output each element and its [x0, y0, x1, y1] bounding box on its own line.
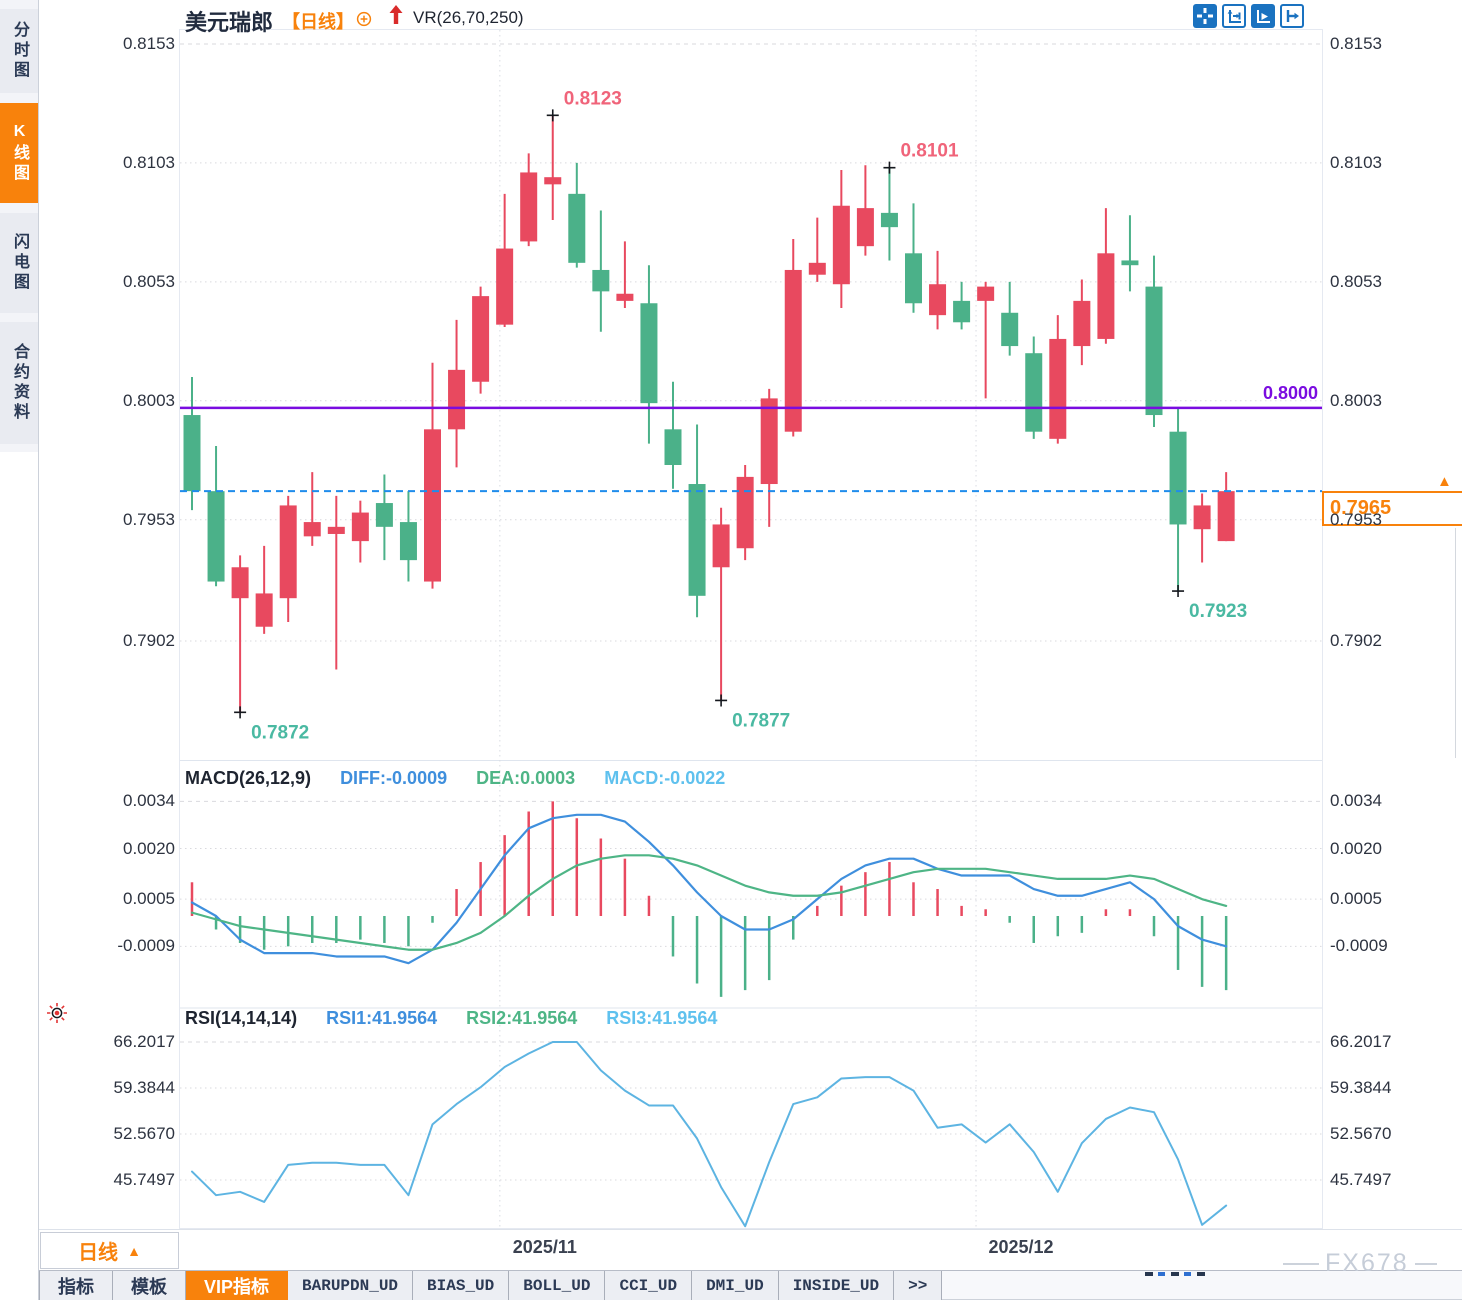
price-axis-label: 0.8153	[123, 34, 175, 53]
period-selector-label: 日线	[78, 1242, 119, 1264]
price-axis-label: 0.7953	[1330, 509, 1382, 529]
macd-legend: MACD(26,12,9) DIFF:-0.0009 DEA:0.0003 MA…	[185, 768, 749, 789]
indicator-tab-bar: 指标 模板 VIP指标 BARUPDN_UD BIAS_UD BOLL_UD CCI_UD D…	[39, 1270, 1462, 1300]
price-axis-label: 0.8053	[1330, 271, 1382, 291]
bottom-tab-DMI_UD[interactable]: DMI_UD	[692, 1271, 779, 1300]
watermark-text: FX678	[1325, 1249, 1409, 1277]
symbol-title: 美元瑞郎	[185, 10, 274, 35]
rsi-axis-label: 52.5670	[113, 1124, 175, 1143]
sidebar-tab-kline-chart[interactable]: K线图	[0, 103, 38, 203]
price-axis-label: 0.7902	[1330, 631, 1382, 650]
sidebar-tab-lightning-chart[interactable]: 闪电图	[0, 213, 38, 313]
current-price-badge: 0.7965	[1322, 491, 1462, 526]
rsi-axis-label: 52.5670	[1330, 1124, 1392, 1143]
chart-plot-area[interactable]	[180, 30, 1322, 1228]
rsi-title: RSI(14,14,14)	[185, 1008, 298, 1028]
bottom-tab--[interactable]: 模板	[113, 1271, 186, 1300]
macd-axis-label: -0.0009	[117, 936, 175, 956]
period-tag[interactable]: 【日线】	[282, 12, 354, 32]
macd-axis-label: 0.0034	[123, 791, 175, 811]
sidebar-tab-contract-info[interactable]: 合约资料	[0, 322, 38, 444]
rsi3-value: RSI3:41.9564	[606, 1008, 718, 1028]
rsi-axis-label: 66.2017	[113, 1032, 175, 1051]
bottom-tab-INSIDE_UD[interactable]: INSIDE_UD	[778, 1271, 895, 1300]
sidebar-tab-strip: 分时图 K线图闪电图合约资料	[0, 0, 38, 452]
macd-axis-label: -0.0009	[1330, 936, 1388, 956]
hline-price-label: 0.8000	[1262, 383, 1318, 403]
macd-axis-label: 0.0005	[1330, 889, 1382, 909]
price-up-arrow-icon: ▲	[1437, 473, 1452, 490]
bottom-tab-BOLL_UD[interactable]: BOLL_UD	[509, 1271, 606, 1300]
macd-axis-label: 0.0020	[1330, 838, 1382, 858]
price-axis-label: 0.8103	[1330, 152, 1382, 172]
pan-right-icon[interactable]	[1280, 4, 1304, 28]
price-axis-label: 0.8103	[123, 152, 175, 172]
chart-toolbar	[1193, 4, 1304, 28]
rsi-legend: RSI(14,14,14) RSI1:41.9564 RSI2:41.9564 …	[185, 1008, 741, 1029]
macd-axis-label: 0.0005	[123, 889, 175, 909]
dash-decoration	[1145, 1272, 1209, 1276]
timeline-row: 日线 ▲ 2025/11 2025/12	[39, 1229, 1462, 1271]
macd-macd-value: MACD:-0.0022	[604, 768, 726, 788]
add-indicator-icon[interactable]	[356, 11, 372, 27]
rsi2-value: RSI2:41.9564	[466, 1008, 578, 1028]
month-label: 2025/11	[512, 1237, 577, 1257]
right-scrollbar[interactable]	[1455, 528, 1456, 758]
price-axis-label: 0.7953	[123, 509, 175, 529]
bottom-tab--[interactable]: 指标	[39, 1271, 113, 1300]
axis-scale-icon[interactable]	[1222, 4, 1246, 28]
bottom-tab-VIP-[interactable]: VIP指标	[186, 1271, 289, 1300]
left-sidebar: 分时图 K线图闪电图合约资料	[0, 0, 39, 1300]
price-axis-label: 0.8153	[1330, 34, 1382, 53]
price-axis-label: 0.8053	[123, 271, 175, 291]
price-axis-label: 0.8003	[123, 390, 175, 410]
bottom-tab-BARUPDN_UD[interactable]: BARUPDN_UD	[288, 1271, 414, 1300]
bottom-tab-CCI_UD[interactable]: CCI_UD	[605, 1271, 693, 1300]
watermark: FX678	[1283, 1249, 1437, 1278]
rsi-axis-label: 66.2017	[1330, 1032, 1392, 1051]
month-label: 2025/12	[988, 1237, 1054, 1257]
indicator-settings-sun-icon[interactable]	[46, 1002, 68, 1024]
vr-indicator-label[interactable]: VR(26,70,250)	[413, 8, 524, 27]
rsi-axis-label: 45.7497	[1330, 1170, 1392, 1189]
axis-play-icon[interactable]	[1251, 4, 1275, 28]
macd-diff-value: DIFF:-0.0009	[340, 768, 448, 788]
period-selector[interactable]: 日线 ▲	[40, 1232, 179, 1269]
move-crosshair-icon[interactable]	[1193, 4, 1217, 28]
macd-axis-label: 0.0034	[1330, 791, 1382, 811]
rsi1-value: RSI1:41.9564	[326, 1008, 438, 1028]
bottom-tab->>[interactable]: >>	[894, 1271, 943, 1300]
macd-title: MACD(26,12,9)	[185, 768, 312, 788]
macd-dea-value: DEA:0.0003	[476, 768, 576, 788]
macd-axis-label: 0.0020	[123, 838, 175, 858]
period-selector-caret-icon: ▲	[127, 1242, 141, 1259]
rsi-axis-label: 59.3844	[113, 1078, 175, 1097]
price-axis-label: 0.7902	[123, 631, 175, 650]
rsi-axis-label: 59.3844	[1330, 1078, 1392, 1097]
sidebar-tab-time-share-chart[interactable]: 分时图	[0, 9, 38, 93]
price-axis-label: 0.8003	[1330, 390, 1382, 410]
signal-up-arrow-icon	[387, 3, 405, 27]
rsi-axis-label: 45.7497	[113, 1170, 175, 1189]
bottom-tab-BIAS_UD[interactable]: BIAS_UD	[413, 1271, 510, 1300]
